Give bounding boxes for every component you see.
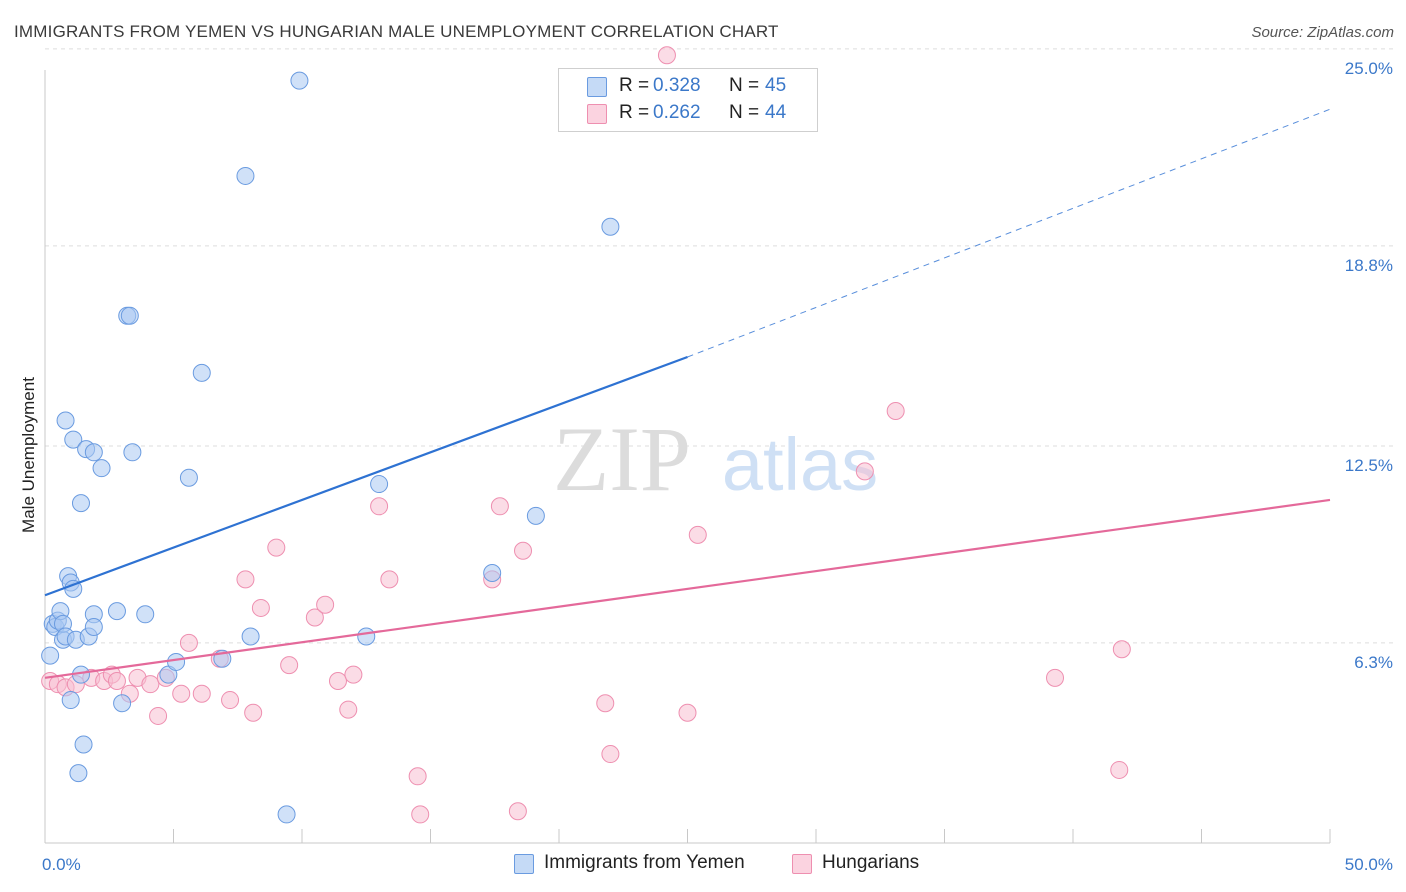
data-point-yemen [61, 691, 80, 710]
legend-n-value: 44 [765, 102, 787, 123]
data-point-hungarians [221, 691, 240, 710]
data-point-yemen [277, 805, 296, 824]
data-point-hungarians [344, 665, 363, 684]
data-point-hungarians [267, 538, 286, 557]
data-point-yemen [74, 735, 93, 754]
data-point-yemen [290, 71, 309, 90]
data-point-yemen [192, 363, 211, 382]
data-point-yemen [64, 430, 83, 449]
data-point-hungarians [107, 672, 126, 690]
watermark: ZIP atlas [553, 408, 878, 510]
legend-r-value: 0.328 [653, 75, 701, 96]
legend-n-label: N = [729, 75, 760, 96]
data-point-hungarians [601, 745, 620, 764]
legend-n-label: N = [729, 102, 760, 123]
data-point-hungarians [339, 700, 358, 719]
trend-line-yemen [44, 355, 688, 597]
data-point-yemen [71, 494, 90, 513]
data-point-hungarians [328, 672, 347, 690]
data-point-hungarians [370, 497, 389, 516]
watermark-zip: ZIP [553, 408, 691, 510]
watermark-atlas: atlas [722, 423, 878, 506]
data-points [41, 46, 1131, 824]
data-point-yemen [92, 459, 111, 478]
data-point-hungarians [411, 805, 430, 824]
trend-line-hungarians [44, 498, 1331, 679]
legend-label-yemen: Immigrants from Yemen [544, 852, 745, 873]
data-point-hungarians [1110, 760, 1129, 779]
data-point-hungarians [886, 402, 905, 420]
data-point-yemen [167, 652, 186, 671]
data-point-yemen [113, 694, 132, 713]
y-tick-label: 12.5% [1345, 456, 1393, 475]
correlation-legend: R = 0.328 N = 45 R = 0.262 N = 44 [558, 68, 818, 132]
data-point-yemen [56, 411, 75, 430]
legend-n-value: 45 [765, 75, 787, 96]
data-point-hungarians [490, 497, 509, 516]
data-point-hungarians [244, 703, 263, 722]
data-point-yemen [41, 646, 60, 665]
data-point-hungarians [514, 541, 533, 560]
data-point-hungarians [1112, 640, 1131, 659]
data-point-hungarians [408, 767, 427, 786]
chart-title: IMMIGRANTS FROM YEMEN VS HUNGARIAN MALE … [14, 22, 779, 41]
data-point-hungarians [1046, 668, 1065, 687]
data-point-hungarians [508, 802, 527, 821]
data-point-hungarians [179, 633, 198, 652]
data-point-yemen [236, 166, 255, 185]
y-axis-title: Male Unemployment [19, 377, 38, 533]
data-point-yemen [69, 764, 88, 783]
data-point-yemen [84, 443, 103, 462]
legend-r-label: R = [619, 102, 650, 123]
data-point-hungarians [280, 656, 299, 675]
y-tick-label: 18.8% [1345, 256, 1393, 275]
trend-lines [44, 108, 1331, 679]
data-point-yemen [84, 618, 103, 636]
data-point-hungarians [172, 684, 191, 703]
legend-swatch-yemen [514, 854, 534, 874]
data-point-hungarians [141, 675, 160, 694]
data-point-yemen [120, 306, 139, 325]
data-point-hungarians [149, 706, 168, 725]
legend-r-value: 0.262 [653, 102, 701, 123]
legend-label-hungarians: Hungarians [822, 852, 920, 873]
data-point-yemen [601, 217, 620, 236]
data-point-yemen [123, 443, 142, 462]
data-point-yemen [357, 627, 376, 646]
legend-swatch-hungarians [792, 854, 812, 874]
y-tick-label: 25.0% [1345, 59, 1393, 78]
axes [44, 70, 1331, 844]
source-label: Source: ZipAtlas.com [1251, 24, 1394, 41]
data-point-hungarians [380, 570, 399, 589]
legend-swatch-yemen [587, 77, 607, 97]
x-tick-label: 0.0% [42, 855, 81, 874]
data-point-hungarians [316, 595, 335, 614]
data-point-yemen [526, 506, 545, 525]
gridlines [45, 48, 1393, 644]
data-point-hungarians [688, 525, 707, 544]
data-point-hungarians [305, 608, 324, 627]
data-point-yemen [241, 627, 260, 646]
y-tick-label: 6.3% [1354, 653, 1393, 672]
data-point-yemen [179, 468, 198, 487]
data-point-hungarians [596, 694, 615, 713]
data-point-hungarians [251, 598, 270, 617]
data-point-yemen [370, 475, 389, 494]
data-point-yemen [136, 605, 155, 624]
data-point-hungarians [657, 46, 676, 65]
legend-r-label: R = [619, 75, 650, 96]
trend-line-yemen-extrapolated [687, 108, 1331, 358]
data-point-hungarians [678, 703, 697, 722]
data-point-yemen [483, 564, 502, 582]
data-point-hungarians [855, 462, 874, 481]
x-tick-label: 50.0% [1345, 855, 1393, 874]
data-point-hungarians [236, 570, 255, 589]
data-point-hungarians [192, 684, 211, 703]
axis-labels: 6.3% 12.5% 18.8% 25.0% 0.0% 50.0% [42, 59, 1393, 874]
legend-swatch-hungarians [587, 104, 607, 124]
data-point-yemen [107, 602, 126, 621]
